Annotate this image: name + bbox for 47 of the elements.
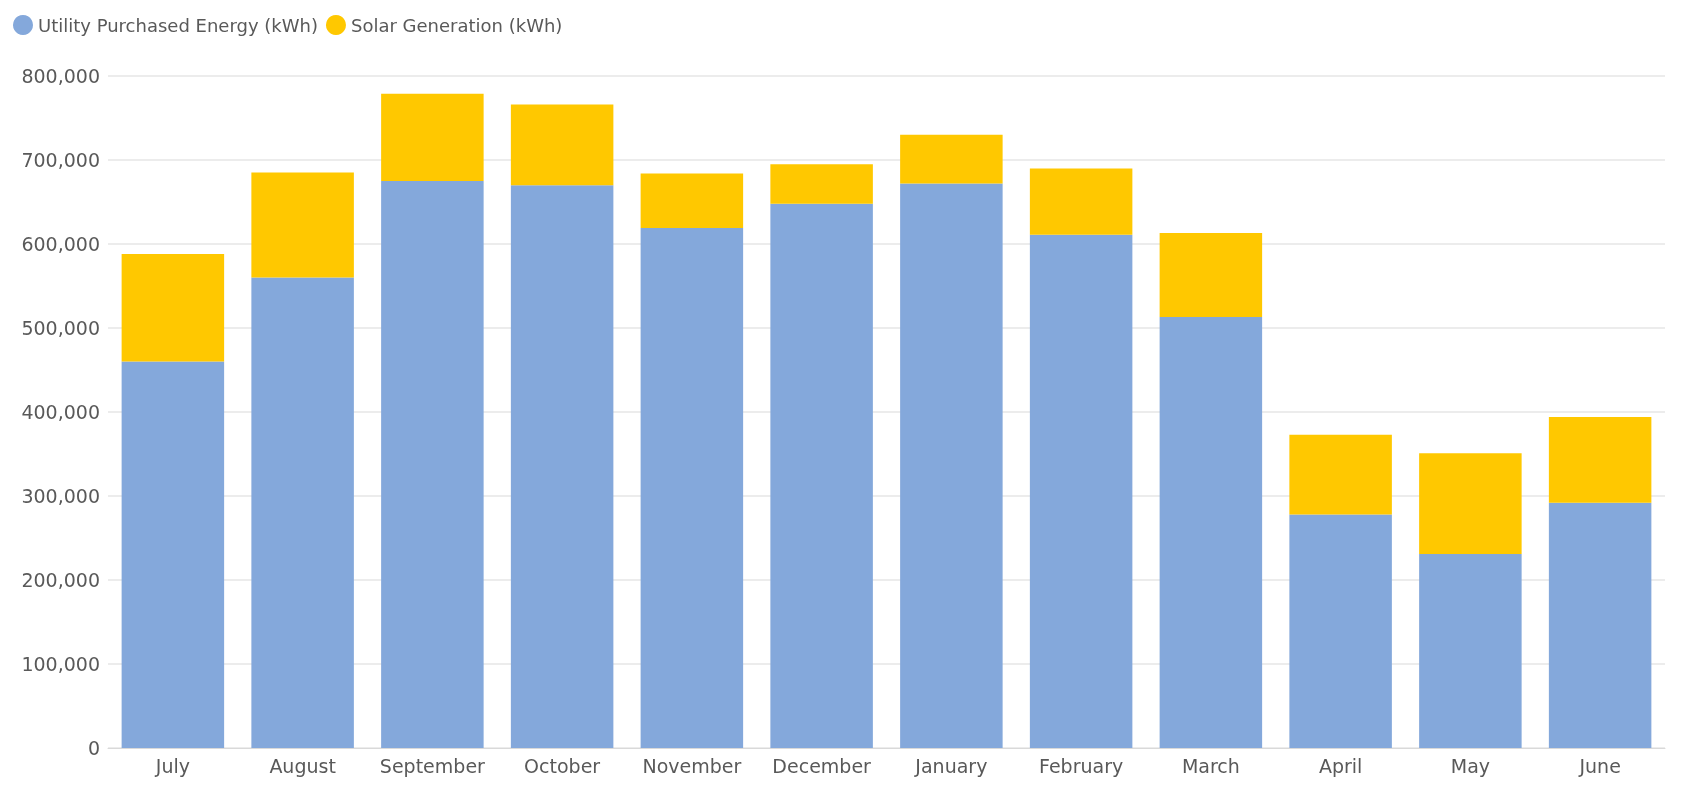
legend-label: Solar Generation (kWh) bbox=[350, 14, 563, 36]
y-tick-label: 600,000 bbox=[21, 233, 100, 255]
y-tick-label: 300,000 bbox=[21, 485, 100, 507]
y-tick-label: 700,000 bbox=[21, 149, 100, 171]
y-tick-label: 0 bbox=[87, 737, 100, 759]
bar bbox=[900, 183, 1003, 748]
x-tick-label: November bbox=[642, 754, 742, 777]
x-tick-label: March bbox=[1181, 754, 1240, 777]
bar bbox=[1548, 417, 1652, 503]
x-tick-label: December bbox=[772, 754, 872, 777]
x-tick-label: August bbox=[269, 754, 336, 777]
bar bbox=[510, 185, 614, 748]
bar bbox=[770, 164, 873, 204]
bar bbox=[1419, 453, 1522, 554]
bar bbox=[640, 173, 744, 229]
bar bbox=[1029, 168, 1133, 235]
bar bbox=[251, 277, 354, 748]
bar bbox=[1029, 234, 1133, 748]
y-tick-label: 100,000 bbox=[21, 653, 100, 675]
bar bbox=[640, 228, 744, 748]
bar bbox=[121, 361, 225, 748]
x-tick-label: October bbox=[524, 754, 601, 777]
bar bbox=[1289, 434, 1392, 515]
bar bbox=[1419, 553, 1522, 748]
x-tick-label: May bbox=[1450, 754, 1491, 777]
y-tick-label: 200,000 bbox=[21, 569, 100, 591]
y-tick-label: 400,000 bbox=[21, 401, 100, 423]
bar bbox=[121, 254, 225, 362]
bar bbox=[381, 181, 484, 748]
bar bbox=[381, 93, 484, 181]
bar bbox=[770, 203, 873, 748]
bar bbox=[1159, 317, 1263, 748]
bar bbox=[1289, 514, 1392, 748]
bar bbox=[1548, 502, 1652, 748]
x-tick-label: January bbox=[914, 754, 988, 777]
y-tick-label: 800,000 bbox=[21, 65, 100, 87]
bar bbox=[1159, 233, 1263, 318]
y-tick-label: 500,000 bbox=[21, 317, 100, 339]
x-tick-label: April bbox=[1318, 754, 1363, 777]
x-tick-label: September bbox=[379, 754, 486, 777]
x-tick-label: June bbox=[1578, 754, 1621, 777]
legend-label: Utility Purchased Energy (kWh) bbox=[38, 14, 318, 36]
x-tick-label: February bbox=[1039, 754, 1124, 777]
bar bbox=[510, 104, 614, 186]
bar bbox=[900, 134, 1003, 184]
bar bbox=[251, 172, 354, 278]
x-tick-label: July bbox=[154, 754, 190, 777]
